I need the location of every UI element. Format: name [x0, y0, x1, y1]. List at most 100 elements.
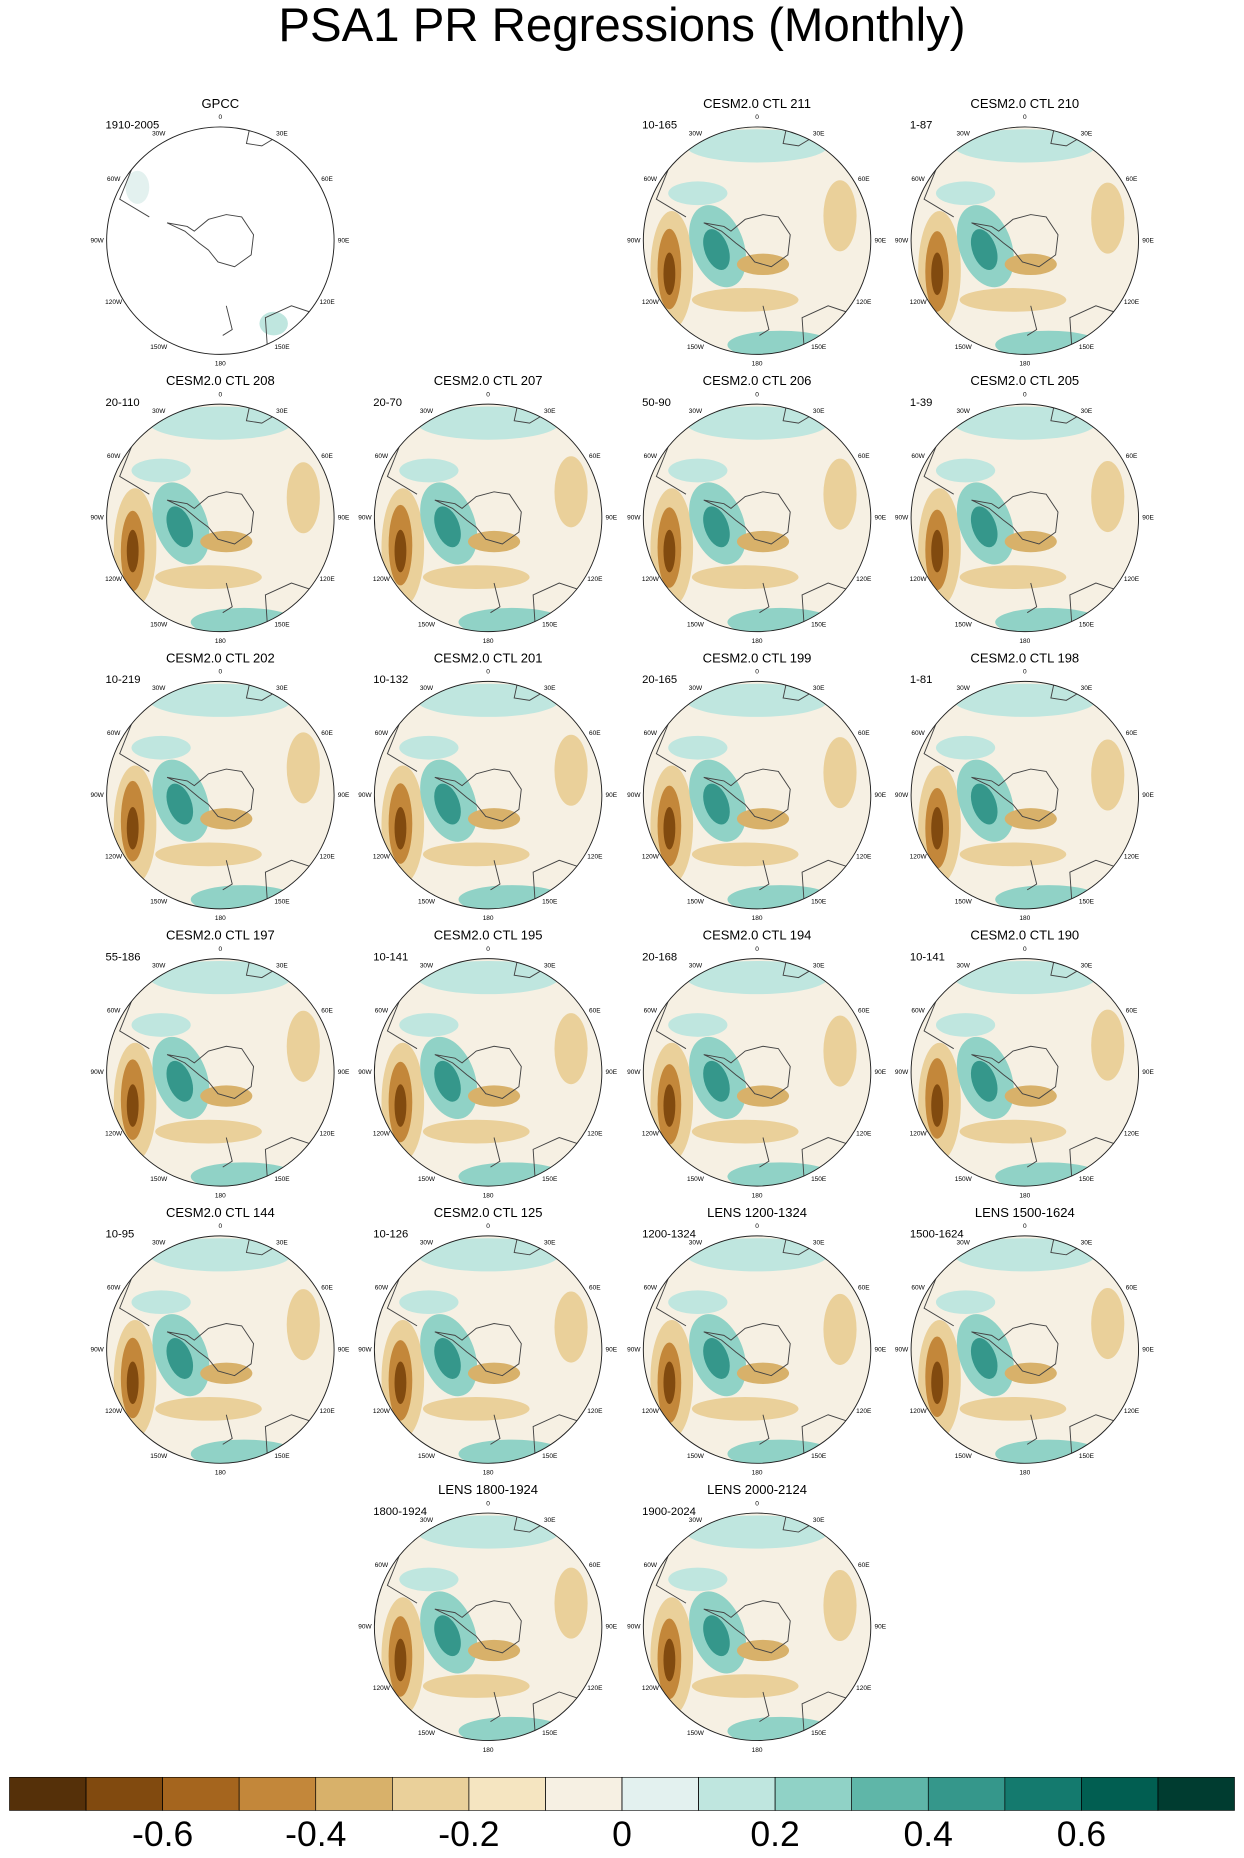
- field: [554, 1013, 588, 1085]
- field: [417, 683, 560, 717]
- longitude-label: 180: [483, 638, 494, 645]
- south-america: [119, 126, 310, 354]
- longitude-label: 30W: [957, 962, 971, 969]
- longitude-label: 150E: [542, 1730, 558, 1737]
- longitude-label: 150E: [811, 621, 827, 628]
- map-field: [374, 1235, 602, 1464]
- field: [155, 1396, 262, 1421]
- longitude-label: 60E: [858, 1562, 870, 1569]
- longitude-label: 60W: [644, 1007, 658, 1014]
- field: [286, 732, 320, 804]
- longitude-label: 150W: [150, 1176, 168, 1183]
- longitude-label: 90W: [895, 1069, 909, 1076]
- longitude-label: 30W: [152, 131, 166, 138]
- map-field: [911, 404, 1139, 632]
- panel-title: LENS 1500-1624: [975, 1205, 1075, 1220]
- map-field: [911, 958, 1139, 1187]
- field: [663, 529, 676, 573]
- longitude-label: 180: [752, 361, 763, 368]
- field: [703, 1060, 730, 1102]
- longitude-label: 30E: [1081, 408, 1093, 415]
- longitude-label: 120W: [105, 853, 123, 860]
- field: [931, 1084, 944, 1127]
- longitude-label: 150W: [150, 621, 168, 628]
- longitude-label: 180: [483, 1747, 494, 1754]
- longitude-label: 150E: [274, 344, 290, 351]
- field: [691, 1674, 799, 1698]
- antarctica: [971, 214, 1059, 268]
- field: [959, 565, 1067, 589]
- longitude-label: 150E: [811, 1453, 827, 1460]
- panel-period: 10-165: [642, 120, 677, 132]
- longitude-label: 120E: [587, 576, 603, 583]
- map-border: [373, 1235, 603, 1464]
- field: [935, 1290, 996, 1315]
- field: [823, 1015, 857, 1087]
- field: [668, 458, 728, 483]
- longitude-label: 90W: [358, 1346, 372, 1353]
- map-field: [911, 681, 1139, 909]
- longitude-label: 120W: [642, 299, 660, 306]
- longitude-label: 30E: [1081, 962, 1093, 969]
- longitude-label: 30W: [420, 408, 434, 415]
- field: [417, 1238, 560, 1272]
- colorbar-box: [315, 1776, 393, 1811]
- field: [422, 1674, 530, 1698]
- map-panel: LENS 1800-1924 1800-1924 0 30E 60E 90E 120E 150…: [358, 1482, 618, 1754]
- field: [931, 252, 944, 296]
- colorbar-box: [392, 1776, 470, 1811]
- longitude-label: 60W: [375, 1285, 389, 1292]
- field: [931, 1361, 944, 1405]
- field: [931, 806, 944, 850]
- south-america: [655, 126, 847, 354]
- longitude-label: 120E: [319, 1131, 335, 1138]
- field: [166, 1060, 194, 1102]
- field: [663, 1361, 676, 1405]
- field: [155, 1119, 262, 1144]
- longitude-label: 180: [1019, 1470, 1030, 1477]
- longitude-label: 60W: [911, 1285, 925, 1292]
- field: [1091, 1287, 1125, 1360]
- field: [422, 1396, 530, 1421]
- longitude-label: 0: [1023, 1223, 1027, 1230]
- longitude-label: 120E: [587, 1685, 603, 1692]
- longitude-label: 60E: [589, 1285, 601, 1292]
- longitude-label: 30E: [544, 1517, 556, 1524]
- longitude-label: 30E: [1081, 1240, 1093, 1247]
- panel-title: CESM2.0 CTL 198: [970, 650, 1079, 665]
- panel-period: 1800-1924: [373, 1506, 427, 1518]
- map-panel: CESM2.0 CTL 211 10-165 0 30E 60E 90E 120E 150E 1…: [627, 96, 887, 368]
- longitude-label: 150E: [811, 1176, 827, 1183]
- field: [691, 288, 799, 312]
- longitude-label: 30E: [813, 1240, 825, 1247]
- field: [166, 1338, 194, 1379]
- map-field: [643, 681, 871, 909]
- field: [394, 1638, 407, 1682]
- field: [935, 181, 996, 206]
- longitude-label: 150W: [418, 1176, 436, 1183]
- panel-title: CESM2.0 CTL 144: [166, 1205, 275, 1220]
- field: [1091, 182, 1125, 254]
- field: [668, 1567, 728, 1592]
- panel-title: CESM2.0 CTL 199: [703, 650, 812, 665]
- longitude-label: 120W: [105, 299, 123, 306]
- panel-title: CESM2.0 CTL 190: [970, 928, 1079, 943]
- longitude-label: 180: [483, 915, 494, 922]
- field: [953, 129, 1096, 163]
- panel-title: LENS 2000-2124: [707, 1482, 807, 1497]
- panel-period: 1-81: [910, 674, 933, 686]
- longitude-label: 30W: [420, 962, 434, 969]
- field: [823, 737, 857, 809]
- field: [126, 1084, 139, 1127]
- south-america: [386, 958, 578, 1185]
- longitude-label: 30E: [813, 408, 825, 415]
- longitude-label: 90E: [874, 1069, 886, 1076]
- longitude-label: 120W: [373, 1131, 391, 1138]
- panel-period: 1-39: [910, 397, 933, 409]
- longitude-label: 120W: [105, 1131, 123, 1138]
- map-panel: CESM2.0 CTL 197 55-186 0 30E 60E 90E 120E 150E 1…: [90, 928, 350, 1200]
- field: [1091, 461, 1125, 533]
- longitude-label: 90W: [358, 792, 372, 799]
- map-field: [374, 404, 602, 632]
- field: [434, 783, 461, 825]
